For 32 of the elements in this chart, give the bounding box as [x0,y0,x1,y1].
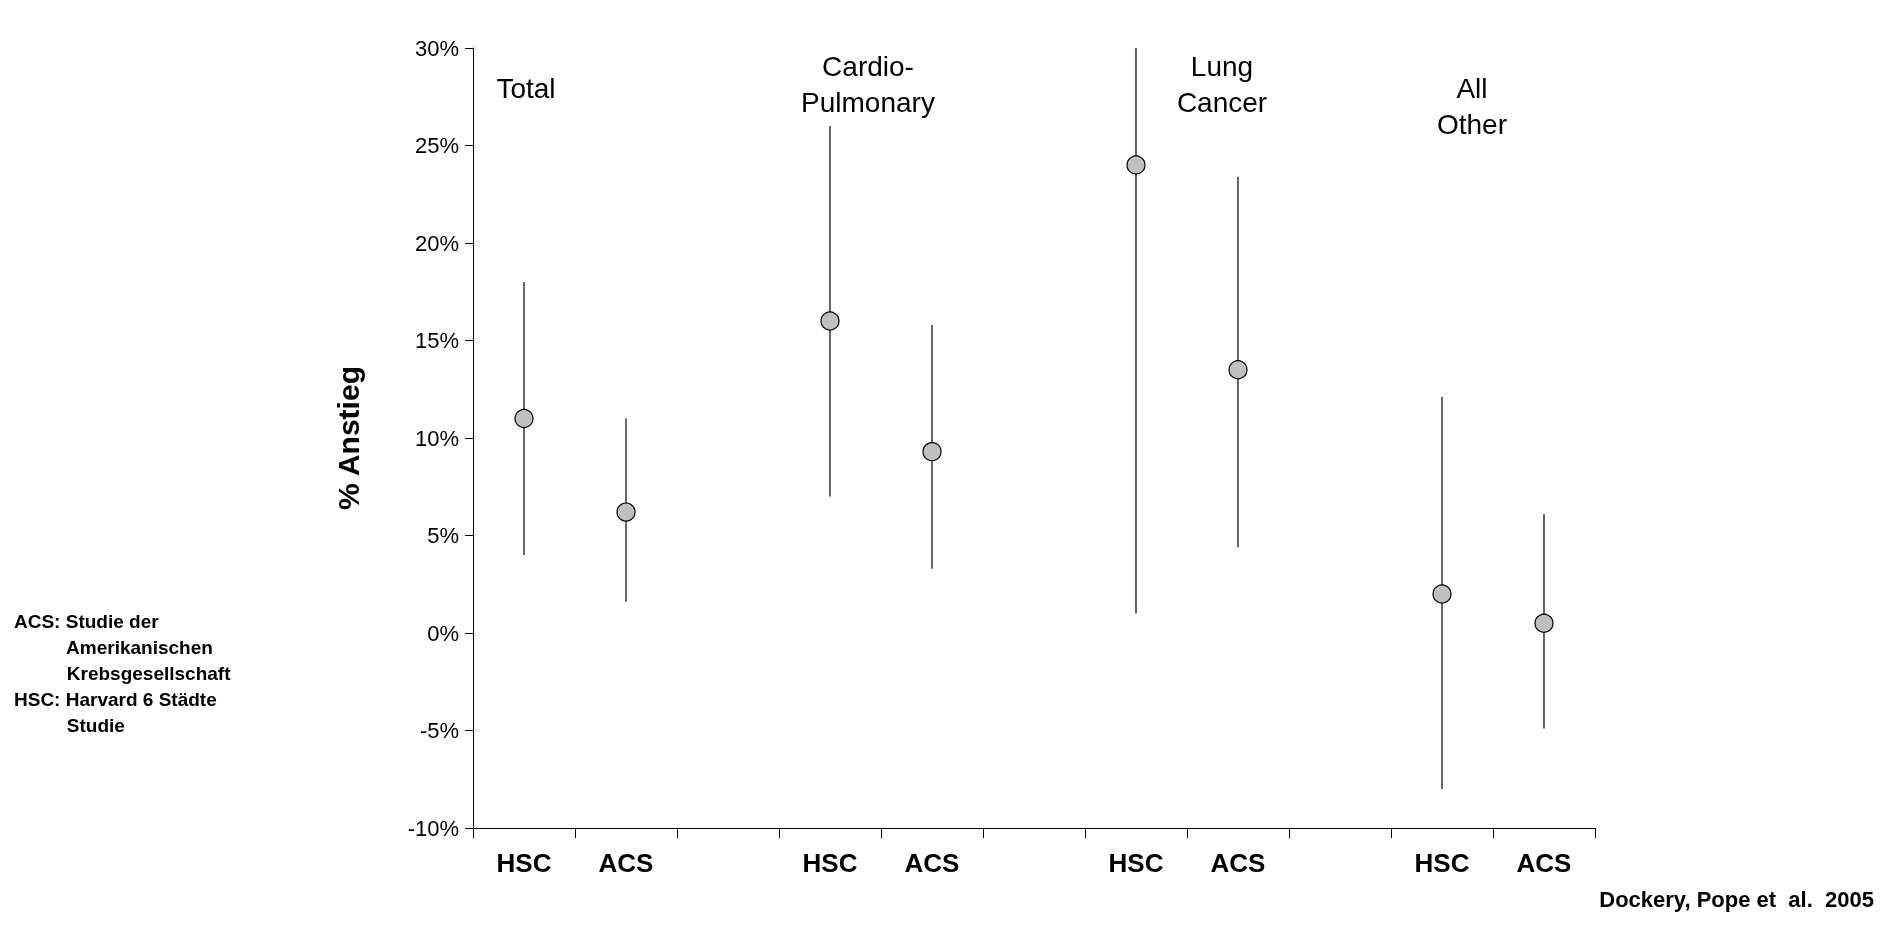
x-tick-label: ACS [1210,848,1266,878]
annotation: Lung Cancer [1176,50,1268,118]
text: Dockery, Pope et al. 2005 [1599,886,1874,912]
x-tick-label: HSC [1108,848,1164,878]
y-tick-label: 20% [414,230,459,256]
x-tick-label: ACS [904,848,960,878]
y-tick-label: 15% [414,328,459,353]
x-tick-label: ACS [1516,848,1572,878]
text: ACS: Studie der Amerikanischen Krebsgesellschaft HSC: Harvard 6 Städte Studie [14,610,232,736]
x-tick-label: HSC [1414,848,1470,878]
point [820,311,840,331]
point [1432,584,1452,604]
annotation: Total [496,72,556,104]
point [514,408,534,429]
y-tick-label: 0% [427,620,459,646]
x-tick-label: HSC [802,848,858,878]
y-tick-label: 25% [414,133,459,158]
y-tick-label: 30% [414,35,459,61]
y-tick-label: 10% [414,425,459,451]
y-tick-label: 5% [427,523,459,548]
annotation: Cardio- Pulmonary [801,50,935,118]
annotation: All Other [1436,72,1508,140]
point [1126,155,1146,175]
point [616,502,636,522]
point [1534,613,1554,633]
x-tick-label: HSC [496,848,552,878]
point [922,442,942,462]
y-tick-label: -10% [407,815,459,841]
point [1228,360,1248,380]
x-tick-label: ACS [598,848,654,878]
y-axis-title: % Anstieg [331,366,365,510]
y-tick-label: -5% [419,718,459,743]
